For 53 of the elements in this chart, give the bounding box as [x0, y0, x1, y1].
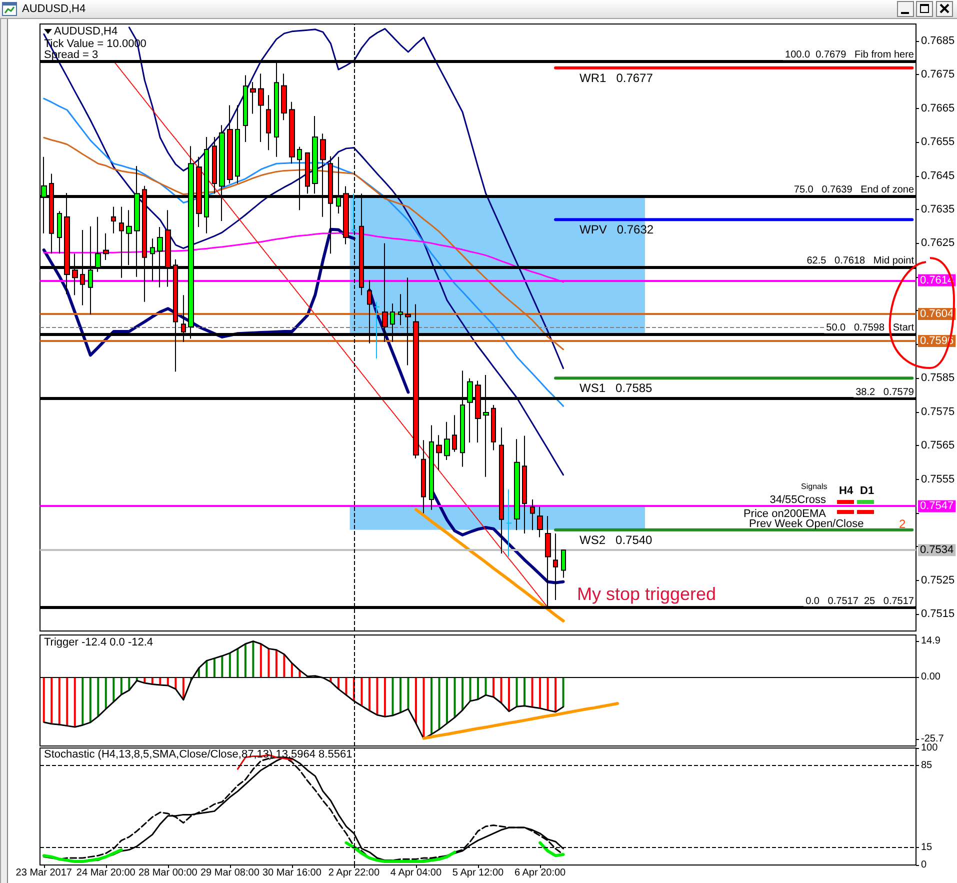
annotation: Price on200EMA [743, 508, 826, 520]
series-label: WS2 0.7540 [580, 532, 653, 547]
x-tick-label: 6 Apr 20:00 [514, 868, 566, 878]
ref-line-label: 0.7534 [920, 544, 954, 556]
ref-line-label: 0.7547 [920, 500, 954, 512]
annotation: My stop triggered [577, 584, 716, 605]
y-tick-label: 15 [921, 842, 933, 853]
y-tick-label: 0.7555 [921, 473, 955, 486]
ref-line-label: 75.0 0.7639 End of zone [794, 184, 914, 196]
ref-line-label: 0.7604 [920, 308, 954, 320]
y-tick-label: 100 [921, 742, 938, 754]
chart-title: AUDUSD,H4 [54, 26, 118, 38]
x-tick-label: 28 Mar 00:00 [138, 868, 198, 878]
series-label: WR1 0.7677 [580, 70, 654, 85]
annotation: H4 [839, 485, 854, 498]
ref-line-label: 62.5 0.7618 Mid point [806, 255, 914, 266]
x-tick-label: 5 Apr 12:00 [452, 868, 504, 878]
y-tick-label: 0.7635 [921, 203, 955, 216]
y-tick-label: 0.7585 [921, 372, 955, 384]
chart-title: Stochastic (H4,13,8,5,SMA,Close/Close,87,13) 13.5964 8.5561 [44, 748, 352, 760]
y-tick-label: 0.7575 [921, 406, 955, 418]
y-tick-label: 0.7675 [921, 68, 955, 81]
annotation: Prev Week Open/Close [749, 518, 864, 530]
x-tick-label: 2 Apr 22:00 [328, 868, 380, 878]
y-tick-label: 0.7655 [921, 136, 955, 148]
x-tick-label: 29 Mar 08:00 [200, 868, 260, 878]
annotation: Signals [801, 482, 828, 492]
x-tick-label: 4 Apr 04:00 [390, 868, 442, 878]
y-tick-label: 0.7565 [921, 440, 955, 452]
annotation: D1 [860, 485, 874, 498]
series-label: WS1 0.7585 [580, 381, 653, 396]
chart-title: AUDUSD,H4 [22, 3, 86, 15]
y-tick-label: -25.7 [921, 733, 944, 744]
x-tick-label: 30 Mar 16:00 [262, 868, 322, 878]
y-tick-label: 0.7685 [921, 34, 955, 47]
y-tick-label: 85 [921, 760, 933, 772]
ref-line-label: 0.0 0.7517 25 0.7517 [806, 596, 914, 607]
x-tick-label: 24 Mar 20:00 [76, 868, 136, 878]
y-tick-label: 0.7665 [921, 102, 955, 114]
y-tick-label: 14.9 [921, 636, 941, 647]
chart-title: Trigger -12.4 0.0 -12.4 [44, 636, 154, 648]
annotation: 34/55Cross [770, 494, 826, 506]
ref-line-label: 100.0 0.7679 Fib from here [785, 50, 914, 61]
y-tick-label: 0.00 [921, 672, 941, 683]
ref-line-label: 50.0 0.7598 Start [826, 322, 914, 334]
y-tick-label: 0.7645 [921, 170, 955, 182]
annotation: 2 [899, 517, 906, 532]
y-tick-label: 0.7625 [921, 237, 955, 250]
y-tick-label: 0 [921, 860, 927, 870]
x-tick-label: 23 Mar 2017 [16, 868, 72, 878]
y-tick-label: 0.7515 [921, 608, 955, 620]
ref-line-label: 38.2 0.7579 [856, 386, 914, 398]
y-tick-label: 0.7525 [921, 574, 955, 586]
